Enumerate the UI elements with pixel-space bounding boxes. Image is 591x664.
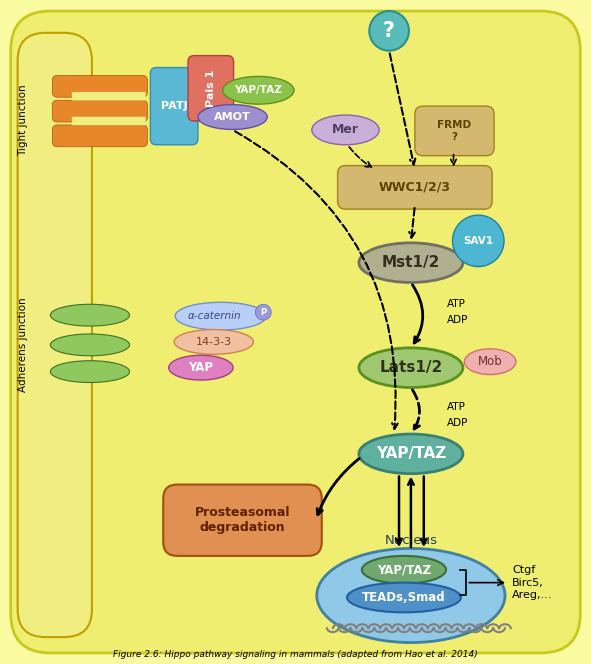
- Text: WWC1/2/3: WWC1/2/3: [379, 181, 451, 194]
- Ellipse shape: [175, 302, 267, 330]
- Text: 14-3-3: 14-3-3: [196, 337, 232, 347]
- Text: ATP: ATP: [447, 402, 466, 412]
- Ellipse shape: [362, 556, 446, 584]
- Text: YAP/TAZ: YAP/TAZ: [377, 563, 431, 576]
- Text: Prosteasomal
degradation: Prosteasomal degradation: [195, 506, 290, 535]
- Text: Birc5,: Birc5,: [512, 578, 544, 588]
- Ellipse shape: [174, 329, 254, 355]
- Text: Mob: Mob: [478, 355, 502, 369]
- Text: YAP: YAP: [189, 361, 213, 374]
- Ellipse shape: [359, 348, 463, 388]
- Text: Lats1/2: Lats1/2: [379, 360, 443, 375]
- Text: Pals 1: Pals 1: [206, 70, 216, 107]
- Ellipse shape: [168, 355, 233, 380]
- Text: AMOT: AMOT: [214, 112, 251, 122]
- Ellipse shape: [317, 548, 505, 643]
- FancyBboxPatch shape: [53, 125, 147, 147]
- Text: Figure 2.6: Hippo pathway signaling in mammals (adapted from Hao et al. 2014): Figure 2.6: Hippo pathway signaling in m…: [113, 651, 478, 659]
- Text: SAV1: SAV1: [463, 236, 493, 246]
- Text: Tight junction: Tight junction: [18, 84, 28, 156]
- Text: YAP/TAZ: YAP/TAZ: [376, 446, 446, 461]
- Ellipse shape: [465, 349, 516, 374]
- Circle shape: [369, 11, 409, 50]
- FancyBboxPatch shape: [72, 92, 146, 100]
- Text: ?: ?: [383, 21, 395, 41]
- Ellipse shape: [50, 361, 129, 382]
- Text: Nucleus: Nucleus: [384, 534, 437, 546]
- FancyBboxPatch shape: [11, 11, 580, 653]
- Text: Mst1/2: Mst1/2: [382, 255, 440, 270]
- FancyBboxPatch shape: [18, 33, 92, 637]
- Text: TEADs,Smad: TEADs,Smad: [362, 591, 446, 604]
- FancyBboxPatch shape: [415, 106, 494, 155]
- FancyBboxPatch shape: [72, 117, 146, 125]
- Text: Areg,...: Areg,...: [512, 590, 553, 600]
- Text: ADP: ADP: [447, 418, 468, 428]
- Circle shape: [255, 304, 271, 320]
- FancyBboxPatch shape: [337, 165, 492, 209]
- Text: YAP/TAZ: YAP/TAZ: [235, 85, 282, 96]
- Text: ADP: ADP: [447, 315, 468, 325]
- Text: Mer: Mer: [332, 124, 359, 136]
- Circle shape: [453, 215, 504, 267]
- Text: ATP: ATP: [447, 299, 466, 309]
- Ellipse shape: [223, 76, 294, 104]
- Text: FRMD
?: FRMD ?: [437, 120, 472, 141]
- FancyBboxPatch shape: [163, 485, 322, 556]
- FancyBboxPatch shape: [53, 100, 147, 122]
- Text: Ctgf: Ctgf: [512, 565, 535, 575]
- FancyBboxPatch shape: [188, 56, 233, 121]
- Ellipse shape: [359, 434, 463, 473]
- Text: α-caternin: α-caternin: [188, 311, 242, 321]
- Text: P: P: [260, 307, 267, 317]
- Ellipse shape: [198, 105, 267, 129]
- Ellipse shape: [312, 115, 379, 145]
- FancyBboxPatch shape: [150, 68, 198, 145]
- Text: PATJ: PATJ: [161, 101, 187, 111]
- Ellipse shape: [50, 304, 129, 326]
- Ellipse shape: [347, 582, 461, 612]
- Text: Adherens junction: Adherens junction: [18, 297, 28, 392]
- Ellipse shape: [50, 334, 129, 356]
- FancyBboxPatch shape: [53, 76, 147, 97]
- Ellipse shape: [359, 243, 463, 282]
